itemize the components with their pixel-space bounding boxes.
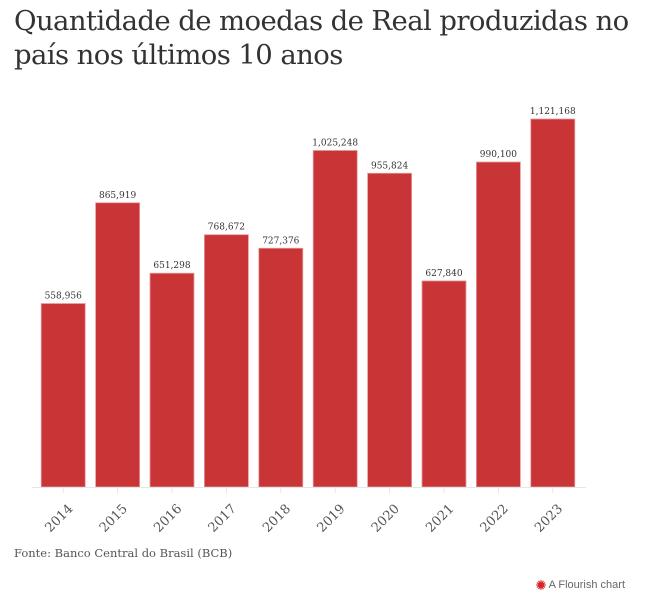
value-label-2015: 865,919	[99, 191, 136, 201]
x-tick-label-2023: 2023	[532, 502, 566, 536]
value-label-2021: 627,840	[425, 269, 462, 279]
x-tick-label-2019: 2019	[314, 502, 348, 536]
chart-title: Quantidade de moedas de Real produzidas …	[14, 5, 629, 71]
bar-2016[interactable]	[149, 272, 195, 488]
value-label-2014: 558,956	[45, 292, 82, 302]
flourish-logo-icon	[535, 580, 546, 590]
x-tick-label-2017: 2017	[206, 502, 240, 536]
x-tick-label-2020: 2020	[369, 502, 403, 536]
value-label-2017: 768,672	[208, 223, 245, 233]
bar-2018[interactable]	[258, 247, 304, 488]
value-label-2019: 1,025,248	[312, 138, 358, 148]
bar-2020[interactable]	[367, 172, 413, 488]
x-tick-label-2022: 2022	[478, 502, 512, 536]
bar-2017[interactable]	[203, 234, 249, 488]
bar-2022[interactable]	[475, 161, 521, 488]
value-labels-layer: 558,956 865,919 651,298 768,672 727,376 1,025…	[45, 107, 576, 302]
x-tick-label-2016: 2016	[151, 502, 185, 536]
bar-2015[interactable]	[95, 202, 140, 488]
bar-2023[interactable]	[530, 118, 576, 488]
value-label-2020: 955,824	[371, 161, 408, 171]
bar-2014[interactable]	[40, 303, 86, 488]
x-tick-label-2018: 2018	[260, 502, 294, 536]
value-label-2022: 990,100	[480, 150, 517, 160]
bar-2021[interactable]	[421, 280, 467, 488]
x-tick-label-2014: 2014	[42, 502, 76, 536]
x-tick-label-2021: 2021	[423, 502, 457, 536]
bar-2019[interactable]	[312, 150, 358, 488]
value-label-2018: 727,376	[262, 236, 299, 246]
value-label-2016: 651,298	[153, 261, 190, 271]
flourish-credit-link[interactable]: A Flourish chart	[535, 579, 625, 591]
bars-layer	[40, 118, 576, 488]
flourish-credit-text: A Flourish chart	[548, 579, 625, 591]
value-label-2023: 1,121,168	[530, 107, 576, 117]
source-note: Fonte: Banco Central do Brasil (BCB)	[14, 546, 233, 560]
ticks-layer: 2014 2015 2016 2017 2018 2019 2020 2021 2022 2023	[42, 487, 566, 536]
x-tick-label-2015: 2015	[97, 502, 131, 536]
